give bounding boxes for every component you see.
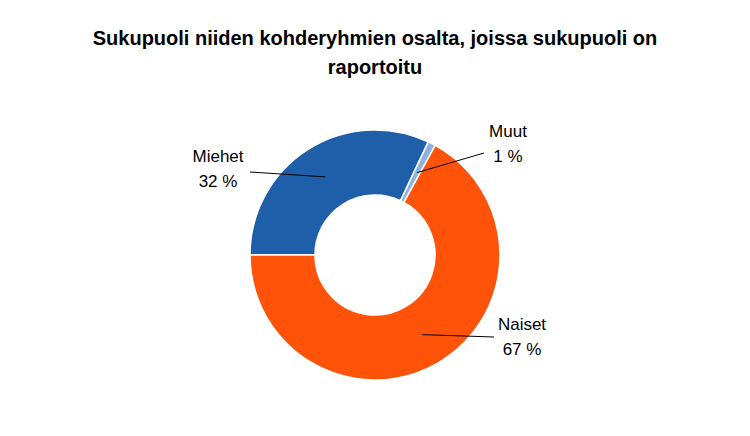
label-category: Naiset	[498, 315, 546, 334]
slices	[250, 130, 500, 380]
data-label: Miehet 32 %	[192, 147, 243, 191]
chart-container: Sukupuoli niiden kohderyhmien osalta, jo…	[0, 0, 750, 436]
data-label: Naiset 67 %	[498, 315, 546, 359]
data-labels: Miehet 32 % Muut 1 % Naiset 67 %	[192, 122, 546, 359]
leader-line	[422, 335, 494, 337]
chart-svg: Sukupuoli niiden kohderyhmien osalta, jo…	[0, 0, 750, 436]
chart-title: Sukupuoli niiden kohderyhmien osalta, jo…	[93, 27, 658, 78]
label-category: Muut	[489, 122, 527, 141]
slice	[250, 145, 500, 380]
label-category: Miehet	[192, 147, 243, 166]
slice	[250, 130, 428, 255]
leader-line	[250, 172, 325, 177]
label-value: 67 %	[503, 340, 542, 359]
label-value: 32 %	[199, 172, 238, 191]
leader-line	[417, 153, 484, 173]
label-value: 1 %	[493, 147, 522, 166]
data-label: Muut 1 %	[489, 122, 527, 166]
